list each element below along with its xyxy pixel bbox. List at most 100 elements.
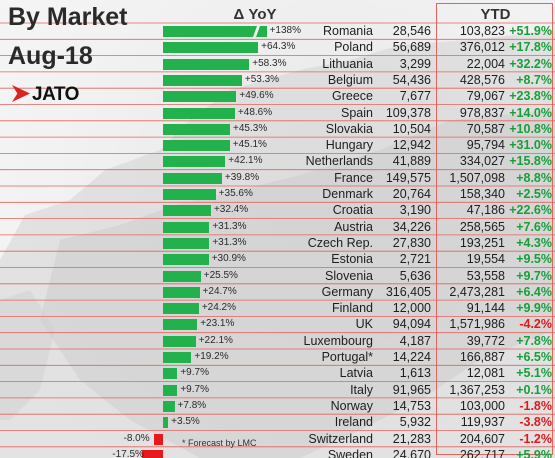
market-row: -8.0% Switzerland 21,283 204,607 -1.2% [0, 430, 555, 448]
country-name: Austria [334, 219, 373, 234]
market-row: +25.5% Slovenia 5,636 53,558 +9.7% [0, 267, 555, 285]
month-volume: 1,613 [399, 366, 431, 381]
jato-logo: JATO [12, 84, 98, 105]
month-volume: 316,405 [385, 284, 431, 299]
month-volume: 28,546 [392, 24, 431, 38]
country-name: Poland [334, 40, 373, 55]
ytd-change: +4.3% [516, 235, 552, 250]
yoy-label: +25.5% [203, 269, 238, 281]
ytd-volume: 978,837 [459, 105, 505, 120]
month-volume: 149,575 [385, 170, 431, 185]
market-row: +45.3% Slovakia 10,504 70,587 +10.8% [0, 120, 555, 138]
yoy-bar [163, 384, 178, 396]
country-name: Slovakia [325, 121, 373, 136]
ytd-volume: 2,473,281 [449, 284, 505, 299]
yoy-label: +31.3% [212, 220, 247, 232]
ytd-volume: 70,587 [466, 121, 505, 136]
yoy-label: +9.7% [180, 383, 209, 395]
market-row: +138% Romania 28,546 103,823 +51.9% [0, 22, 555, 40]
month-volume: 4,187 [399, 333, 431, 348]
country-name: Denmark [322, 187, 373, 201]
country-name: Croatia [332, 203, 373, 218]
month-volume: 3,299 [399, 56, 431, 71]
ytd-change: +10.8% [509, 121, 552, 136]
yoy-label: +49.6% [239, 90, 274, 102]
yoy-label: +9.7% [180, 367, 209, 379]
country-name: Lithuania [322, 56, 373, 71]
ytd-volume: 12,081 [466, 366, 505, 381]
ytd-change: +2.5% [516, 187, 552, 201]
ytd-volume: 166,887 [459, 350, 505, 364]
yoy-bar [163, 26, 267, 37]
country-name: Portugal* [321, 350, 373, 364]
market-row: +23.1% UK 94,094 1,571,986 -4.2% [0, 315, 555, 333]
yoy-bar [163, 172, 222, 184]
ytd-volume: 204,607 [459, 431, 505, 446]
market-row: +31.3% Czech Rep. 27,830 193,251 +4.3% [0, 234, 555, 252]
market-row: +3.5% Ireland 5,932 119,937 -3.8% [0, 413, 555, 431]
ytd-volume: 103,000 [459, 398, 505, 413]
yoy-bar [142, 449, 163, 458]
yoy-label: +7.8% [177, 399, 207, 411]
yoy-bar [163, 400, 175, 412]
ytd-volume: 119,937 [460, 415, 505, 430]
month-volume: 3,190 [399, 203, 431, 218]
yoy-label: +32.4% [213, 204, 249, 216]
yoy-label: +30.9% [211, 253, 246, 265]
yoy-bar [163, 221, 210, 233]
ytd-change: +6.4% [516, 284, 552, 299]
market-row: +39.8% France 149,575 1,507,098 +8.8% [0, 169, 555, 187]
month-volume: 14,753 [392, 398, 431, 413]
month-volume: 12,000 [392, 301, 431, 316]
yoy-bar [163, 335, 196, 347]
country-name: Romania [322, 24, 373, 38]
month-volume: 10,504 [392, 121, 431, 136]
ytd-change: +14.0% [509, 105, 552, 120]
month-volume: 5,932 [399, 415, 431, 430]
yoy-bar [163, 205, 211, 217]
month-volume: 94,094 [392, 317, 431, 332]
ytd-volume: 22,004 [466, 56, 505, 71]
yoy-label: +31.3% [212, 236, 247, 248]
country-name: Germany [321, 284, 373, 299]
yoy-label: +45.1% [232, 139, 267, 151]
ytd-volume: 1,367,253 [449, 382, 505, 397]
yoy-bar [163, 156, 226, 168]
yoy-label: +24.2% [201, 302, 237, 314]
chart-title: By Market [8, 3, 128, 31]
ytd-change: +15.8% [509, 154, 552, 169]
yoy-label: +48.6% [237, 106, 273, 118]
ytd-volume: 334,027 [459, 154, 505, 169]
ytd-change: +22.6% [509, 203, 552, 218]
country-name: UK [355, 317, 373, 332]
market-row: +7.8% Norway 14,753 103,000 -1.8% [0, 397, 555, 415]
month-volume: 20,764 [392, 187, 431, 201]
country-name: Netherlands [305, 154, 373, 169]
ytd-change: +17.8% [509, 40, 552, 55]
market-row: +30.9% Estonia 2,721 19,554 +9.5% [0, 250, 555, 268]
ytd-change: +9.7% [516, 268, 552, 283]
month-volume: 109,378 [385, 105, 431, 120]
ytd-volume: 95,794 [466, 138, 505, 153]
ytd-volume: 1,507,098 [449, 170, 505, 185]
yoy-bar [153, 433, 163, 445]
month-volume: 14,224 [392, 350, 431, 364]
country-name: Spain [341, 105, 373, 120]
yoy-label: +45.3% [233, 122, 268, 134]
yoy-label: +35.6% [218, 188, 253, 199]
market-row: +45.1% Hungary 12,942 95,794 +31.0% [0, 136, 555, 154]
market-row: +24.2% Finland 12,000 91,144 +9.9% [0, 299, 555, 317]
yoy-label: -8.0% [123, 432, 150, 444]
ytd-volume: 1,571,986 [449, 317, 505, 332]
yoy-label: +64.3% [261, 41, 296, 53]
yoy-label: +3.5% [171, 416, 200, 428]
ytd-change: +0.1% [516, 382, 552, 397]
ytd-volume: 428,576 [459, 72, 505, 87]
ytd-volume: 39,772 [466, 333, 505, 348]
month-volume: 27,830 [392, 235, 431, 250]
country-name: Slovenia [325, 268, 373, 283]
ytd-volume: 376,012 [459, 40, 505, 55]
yoy-label: +24.7% [202, 285, 237, 297]
yoy-bar [163, 107, 235, 119]
